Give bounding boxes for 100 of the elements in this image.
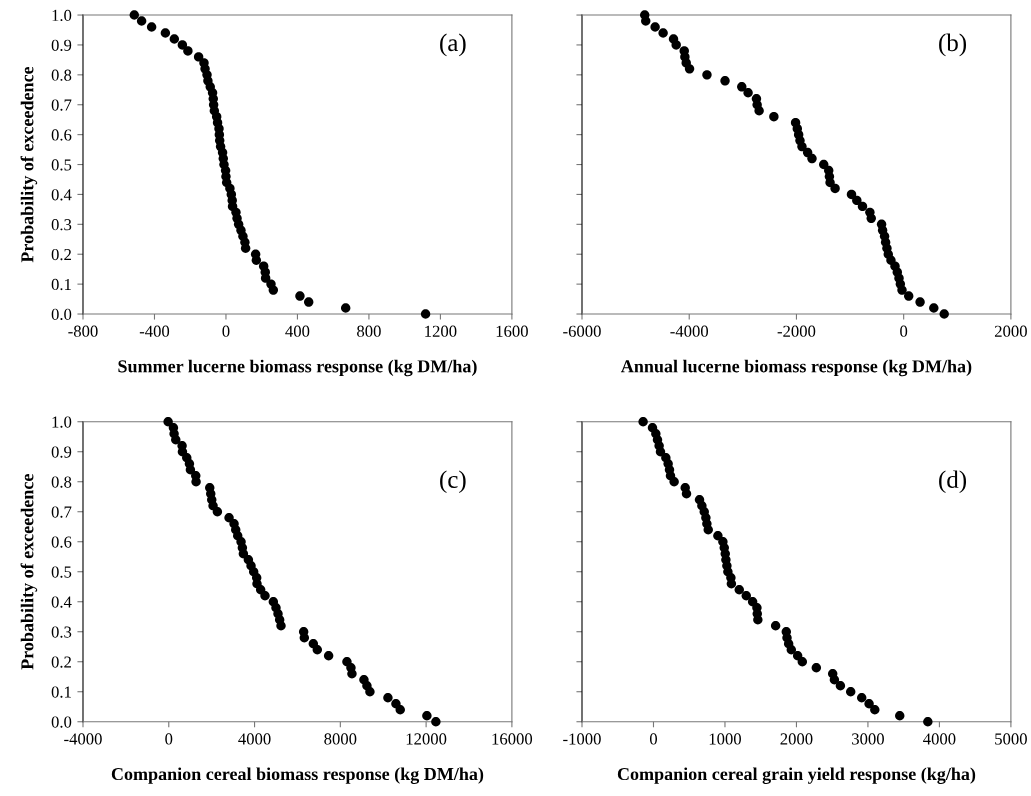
x-tick-label: 0 [900,325,908,337]
x-tick-label: -4000 [670,325,709,337]
point [146,22,157,32]
y-tick-label: 0.8 [51,69,72,81]
point [741,591,751,601]
point [638,417,648,427]
y-tick-label: 0.4 [51,189,72,201]
x-tick-label: 12000 [406,733,447,745]
point [720,76,730,86]
point [797,141,807,152]
point [897,285,907,295]
point [641,16,651,26]
point [136,16,147,26]
point [830,183,840,194]
point [769,111,779,122]
x-tick-label: 5000 [995,733,1027,745]
point [734,585,744,595]
y-tick-label: 0.9 [51,39,72,51]
x-tick-label: 0 [222,325,230,337]
point [177,40,188,50]
point [185,465,196,475]
point [797,657,808,667]
y-tick-label: 0.2 [51,248,71,261]
x-tick-label: -6000 [563,325,601,337]
point [251,255,262,265]
y-tick-label: 0.6 [51,536,72,548]
y-tick-label: 0.5 [51,159,72,171]
point [347,669,357,679]
point [169,34,180,44]
x-tick-label: 1000 [709,733,741,745]
x-tick-label: 8000 [324,733,357,745]
point [340,303,351,313]
point [866,213,876,224]
x-tick-label: -400 [139,325,170,337]
point [939,309,949,319]
y-tick-label: 0.7 [51,506,72,518]
point [681,489,692,499]
y-tick-label: 0.5 [51,566,72,578]
y-tick-label: 0.8 [51,476,72,488]
point [163,417,173,427]
point [655,447,666,457]
point [702,70,712,80]
point [240,243,251,253]
point [299,633,310,643]
y-axis-title: Probability of exceedence [20,474,38,670]
x-tick-label: 0 [165,733,173,745]
point [904,291,914,301]
x-tick-label: -800 [68,325,98,337]
annotation: (d) [939,470,967,494]
y-tick-label: 0.7 [51,99,72,111]
point [422,711,432,721]
point [703,525,713,535]
y-tick-label: 0.0 [51,308,72,321]
point [770,621,781,631]
point [365,687,375,697]
y-tick-label: 0.0 [51,716,72,728]
point [835,681,846,691]
point [811,663,822,673]
point [895,711,905,721]
point [183,46,193,56]
y-tick-label: 0.6 [51,129,72,141]
x-axis-title: Summer lucerne biomass response (kg DM/ha) [118,359,477,377]
point [786,645,797,655]
point [260,591,270,601]
x-axis-title: Companion cereal grain yield response (kg/ha) [617,767,976,784]
point [829,675,840,685]
x-axis-title: Companion cereal biomass response (kg DM/ha) [111,767,484,784]
point [870,705,880,715]
y-tick-label: 0.2 [51,656,71,668]
point [650,22,660,32]
x-tick-label: 1200 [425,325,457,337]
point [323,651,334,661]
point [857,693,867,703]
point [923,717,933,727]
x-tick-label: 4000 [238,733,271,745]
x-tick-label: 4000 [923,733,956,745]
x-tick-label: 2000 [994,325,1027,337]
point [129,10,139,20]
point [743,88,753,98]
point [312,645,323,655]
point [669,477,679,487]
point [852,195,862,206]
x-tick-label: -1000 [563,733,601,745]
point [160,28,171,38]
point [303,297,314,307]
annotation: (c) [440,470,466,494]
point [193,52,204,62]
annotation: (b) [939,33,967,57]
point [753,615,763,625]
y-tick-label: 0.9 [51,446,72,458]
point [420,309,431,319]
y-tick-label: 0.1 [51,278,71,291]
y-tick-label: 0.1 [51,686,71,698]
point [395,705,405,715]
point [212,507,223,517]
point [658,28,668,38]
point [726,579,737,589]
y-tick-label: 0.3 [51,626,72,638]
point [224,513,234,523]
point [915,297,925,307]
